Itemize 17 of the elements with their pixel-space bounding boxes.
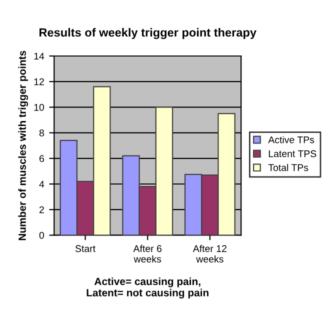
y-tick-label: 12 bbox=[34, 78, 44, 86]
y-axis-title: Number of muscles with trigger points bbox=[18, 50, 28, 240]
y-tick-label: 6 bbox=[39, 155, 44, 162]
y-tick-label: 2 bbox=[39, 206, 44, 214]
chart-title: Results of weekly trigger point therapy bbox=[40, 28, 256, 40]
legend-label: Total TPs bbox=[268, 164, 308, 172]
legend-label: Active TPs bbox=[268, 136, 314, 144]
y-tick-label: 8 bbox=[39, 130, 44, 136]
legend-label: Latent TPS bbox=[268, 150, 316, 158]
x-tick-label: After 6 weeks bbox=[133, 244, 162, 263]
y-tick-label: 10 bbox=[34, 104, 44, 111]
text: Active= causing pain, Latent= not causing pain bbox=[86, 277, 208, 299]
x-tick-label: After 12 weeks bbox=[192, 244, 226, 263]
y-tick-label: 4 bbox=[39, 180, 44, 188]
y-tick-label: 0 bbox=[39, 232, 44, 239]
x-tick-label: Start bbox=[75, 245, 96, 252]
y-tick-label: 14 bbox=[34, 52, 44, 60]
